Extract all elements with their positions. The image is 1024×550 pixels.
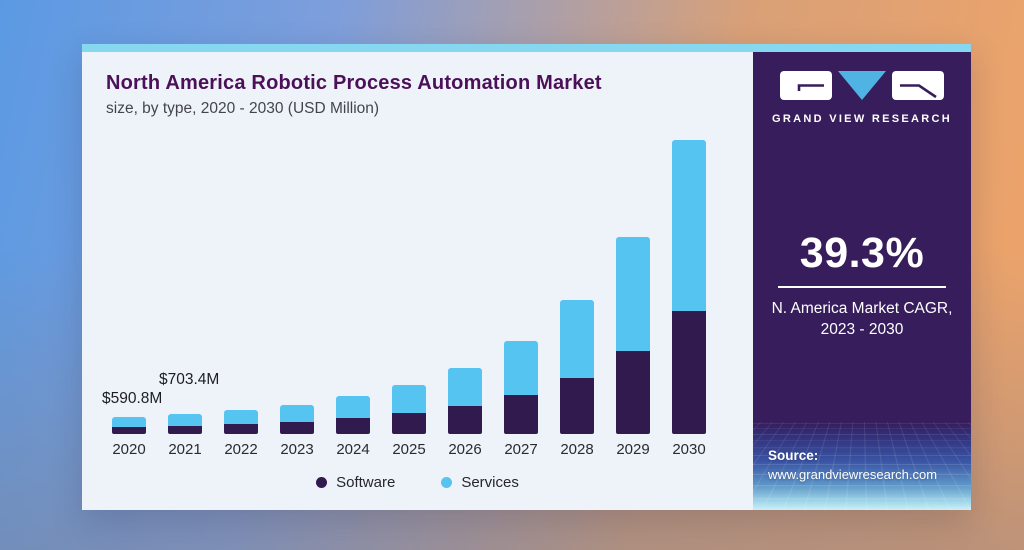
bar-value-label-2020: $590.8M: [102, 390, 163, 407]
bar-column-2026: 2026: [448, 367, 482, 458]
source-area: Source: www.grandviewresearch.com: [753, 422, 971, 510]
bar-2023: [280, 404, 314, 434]
bar-segment-services-2023: [280, 404, 314, 422]
bars: 2020 2021 2022 2023 2024 2025 2026 2027 2028 2029…: [112, 140, 706, 458]
bar-segment-software-2021: [168, 425, 202, 434]
bar-column-2023: 2023: [280, 404, 314, 458]
bar-column-2020: 2020: [112, 417, 146, 458]
brand-panel: GRAND VIEW RESEARCH 39.3% N. America Mar…: [753, 52, 971, 510]
gvr-logo-icon: [780, 71, 944, 100]
year-label-2030: 2030: [672, 441, 706, 458]
year-label-2028: 2028: [560, 441, 594, 458]
legend-dot-software: [316, 477, 328, 488]
legend-label-services: Services: [461, 474, 519, 491]
year-label-2029: 2029: [616, 441, 650, 458]
source-url: www.grandviewresearch.com: [768, 467, 938, 482]
bar-segment-software-2022: [224, 423, 258, 434]
year-label-2027: 2027: [504, 441, 538, 458]
cagr-period: 2023 - 2030: [820, 320, 904, 338]
source-label: Source:: [768, 448, 819, 463]
brand-name: GRAND VIEW RESEARCH: [772, 113, 952, 125]
year-label-2022: 2022: [224, 441, 258, 458]
chart-subtitle: size, by type, 2020 - 2030 (USD Million): [106, 100, 380, 117]
logo-r-mark: [900, 84, 937, 99]
bar-segment-software-2023: [280, 421, 314, 434]
bar-segment-services-2021: [168, 413, 202, 426]
bar-column-2030: 2030: [672, 140, 706, 458]
bar-column-2025: 2025: [392, 384, 426, 458]
bar-column-2021: 2021: [168, 413, 202, 458]
legend-dot-services: [441, 477, 453, 488]
bar-2025: [392, 384, 426, 434]
chart-title: North America Robotic Process Automation…: [106, 72, 602, 94]
bar-chart: $590.8M $703.4M 2020 2021 2022 2023 2024 2025…: [82, 52, 753, 510]
bar-segment-services-2022: [224, 409, 258, 424]
source-block: Source: www.grandviewresearch.com: [768, 448, 937, 482]
content-row: North America Robotic Process Automation…: [82, 52, 971, 510]
bar-2027: [504, 340, 538, 434]
stat-divider: [778, 286, 946, 288]
cagr-value: 39.3%: [799, 229, 925, 277]
bar-segment-software-2029: [616, 351, 650, 434]
top-accent-bar: [82, 44, 971, 52]
year-label-2026: 2026: [448, 441, 482, 458]
bar-column-2028: 2028: [560, 299, 594, 458]
year-label-2024: 2024: [336, 441, 370, 458]
bar-segment-services-2024: [336, 396, 370, 419]
bar-segment-services-2028: [560, 299, 594, 378]
bar-2024: [336, 396, 370, 434]
bar-segment-services-2027: [504, 340, 538, 395]
bar-segment-software-2024: [336, 418, 370, 434]
gvr-logo: GRAND VIEW RESEARCH: [753, 70, 971, 125]
legend-label-software: Software: [336, 474, 396, 491]
bar-segment-services-2029: [616, 237, 650, 352]
year-label-2021: 2021: [168, 441, 202, 458]
bar-segment-services-2025: [392, 384, 426, 414]
legend-item-services: Services: [441, 474, 519, 491]
bar-2030: [672, 140, 706, 434]
year-label-2023: 2023: [280, 441, 314, 458]
year-label-2020: 2020: [112, 441, 146, 458]
bar-column-2027: 2027: [504, 340, 538, 458]
bar-2029: [616, 237, 650, 434]
infographic-card: North America Robotic Process Automation…: [82, 44, 971, 510]
cagr-stat: 39.3% N. America Market CAGR, 2023 - 203…: [753, 232, 971, 341]
legend-item-software: Software: [316, 474, 395, 491]
bar-column-2024: 2024: [336, 396, 370, 458]
bar-2026: [448, 367, 482, 434]
bar-2021: [168, 413, 202, 434]
year-label-2025: 2025: [392, 441, 426, 458]
bar-2022: [224, 409, 258, 434]
bar-segment-services-2026: [448, 367, 482, 407]
bar-2028: [560, 299, 594, 434]
legend: Software Services: [82, 474, 753, 491]
bar-segment-software-2025: [392, 413, 426, 434]
chart-card: North America Robotic Process Automation…: [82, 52, 753, 510]
bar-segment-software-2020: [112, 426, 146, 434]
logo-v-triangle: [838, 71, 886, 100]
bar-segment-software-2028: [560, 377, 594, 434]
logo-g-mark: [797, 84, 824, 91]
bar-segment-software-2026: [448, 406, 482, 434]
cagr-label: N. America Market CAGR,: [771, 300, 953, 317]
bar-column-2022: 2022: [224, 409, 258, 458]
bar-value-label-2021: $703.4M: [159, 371, 220, 388]
bar-2020: [112, 417, 146, 434]
bar-segment-services-2020: [112, 417, 146, 427]
bar-segment-services-2030: [672, 140, 706, 311]
bar-segment-software-2027: [504, 394, 538, 434]
bar-column-2029: 2029: [616, 237, 650, 458]
bar-segment-software-2030: [672, 310, 706, 434]
